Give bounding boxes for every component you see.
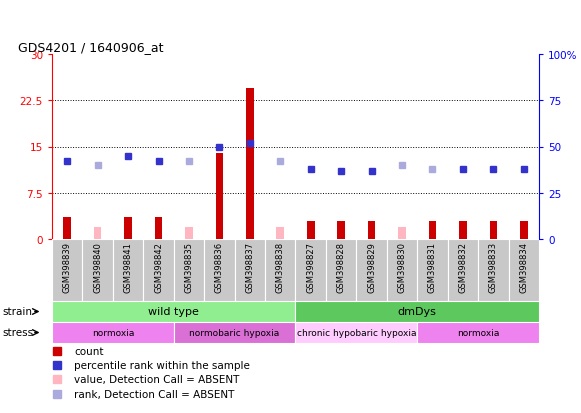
Bar bbox=[326, 240, 356, 301]
Text: GSM398838: GSM398838 bbox=[276, 241, 285, 292]
Bar bbox=[246, 89, 254, 240]
Bar bbox=[83, 240, 113, 301]
Bar bbox=[296, 240, 326, 301]
Bar bbox=[429, 221, 436, 240]
Bar bbox=[94, 227, 102, 240]
Text: chronic hypobaric hypoxia: chronic hypobaric hypoxia bbox=[297, 328, 416, 337]
Text: dmDys: dmDys bbox=[398, 307, 437, 317]
Bar bbox=[356, 240, 387, 301]
Bar bbox=[277, 227, 284, 240]
Bar bbox=[398, 227, 406, 240]
Bar bbox=[448, 240, 478, 301]
Text: GDS4201 / 1640906_at: GDS4201 / 1640906_at bbox=[18, 41, 163, 54]
Text: percentile rank within the sample: percentile rank within the sample bbox=[74, 360, 250, 370]
Bar bbox=[368, 221, 375, 240]
Bar bbox=[296, 301, 539, 322]
Bar bbox=[113, 240, 144, 301]
Text: GSM398839: GSM398839 bbox=[63, 241, 71, 292]
Bar bbox=[387, 240, 417, 301]
Text: GSM398834: GSM398834 bbox=[519, 241, 528, 292]
Text: value, Detection Call = ABSENT: value, Detection Call = ABSENT bbox=[74, 375, 239, 385]
Text: GSM398829: GSM398829 bbox=[367, 241, 376, 292]
Text: count: count bbox=[74, 346, 103, 356]
Bar bbox=[478, 240, 508, 301]
Text: GSM398828: GSM398828 bbox=[336, 241, 346, 292]
Bar bbox=[417, 240, 448, 301]
Text: strain: strain bbox=[3, 307, 33, 317]
Bar bbox=[52, 240, 83, 301]
Bar bbox=[296, 322, 417, 343]
Text: stress: stress bbox=[3, 328, 34, 338]
Bar bbox=[216, 153, 223, 240]
Bar bbox=[185, 227, 193, 240]
Text: GSM398831: GSM398831 bbox=[428, 241, 437, 292]
Text: GSM398842: GSM398842 bbox=[154, 241, 163, 292]
Bar bbox=[508, 240, 539, 301]
Bar bbox=[417, 322, 539, 343]
Bar bbox=[520, 221, 528, 240]
Text: GSM398832: GSM398832 bbox=[458, 241, 467, 292]
Bar bbox=[307, 221, 314, 240]
Text: GSM398827: GSM398827 bbox=[306, 241, 315, 292]
Bar bbox=[52, 301, 296, 322]
Bar bbox=[155, 218, 162, 240]
Bar bbox=[63, 218, 71, 240]
Bar bbox=[265, 240, 296, 301]
Bar bbox=[52, 322, 174, 343]
Text: normoxia: normoxia bbox=[92, 328, 134, 337]
Bar bbox=[490, 221, 497, 240]
Text: GSM398833: GSM398833 bbox=[489, 241, 498, 292]
Bar bbox=[144, 240, 174, 301]
Bar bbox=[174, 240, 204, 301]
Text: wild type: wild type bbox=[148, 307, 199, 317]
Text: GSM398830: GSM398830 bbox=[397, 241, 407, 292]
Text: GSM398836: GSM398836 bbox=[215, 241, 224, 292]
Bar bbox=[124, 218, 132, 240]
Text: GSM398840: GSM398840 bbox=[93, 241, 102, 292]
Text: GSM398835: GSM398835 bbox=[185, 241, 193, 292]
Text: rank, Detection Call = ABSENT: rank, Detection Call = ABSENT bbox=[74, 389, 234, 399]
Bar bbox=[338, 221, 345, 240]
Text: normobaric hypoxia: normobaric hypoxia bbox=[189, 328, 279, 337]
Text: GSM398837: GSM398837 bbox=[245, 241, 254, 292]
Bar bbox=[174, 322, 296, 343]
Bar bbox=[235, 240, 265, 301]
Text: normoxia: normoxia bbox=[457, 328, 499, 337]
Bar bbox=[204, 240, 235, 301]
Bar bbox=[459, 221, 467, 240]
Text: GSM398841: GSM398841 bbox=[124, 241, 132, 292]
